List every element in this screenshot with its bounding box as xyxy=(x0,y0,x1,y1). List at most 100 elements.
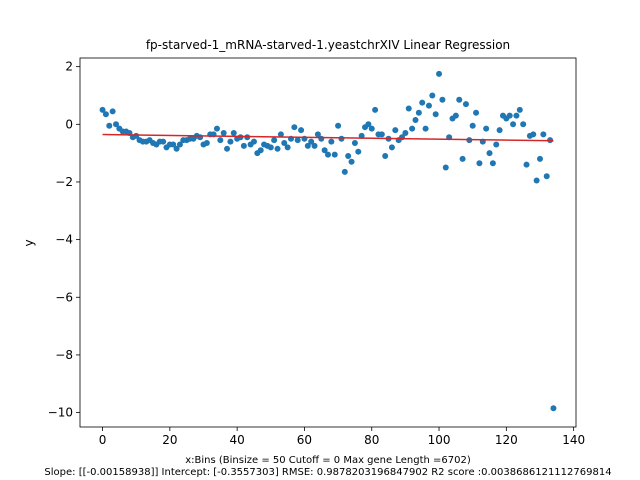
data-point xyxy=(173,145,180,152)
data-point xyxy=(321,147,328,154)
y-tick-label: −4 xyxy=(55,233,73,247)
data-point xyxy=(224,145,231,152)
plot-frame xyxy=(79,57,577,428)
data-point xyxy=(176,141,183,148)
data-point xyxy=(274,145,281,152)
data-point xyxy=(452,112,459,119)
data-point xyxy=(257,147,264,154)
data-point xyxy=(102,111,109,118)
y-tick-label: −2 xyxy=(55,175,73,189)
data-point xyxy=(213,125,220,132)
data-point xyxy=(348,158,355,165)
data-point xyxy=(543,173,550,180)
data-point xyxy=(422,125,429,132)
data-point xyxy=(250,138,257,145)
data-point xyxy=(378,131,385,138)
data-point xyxy=(372,106,379,113)
y-tick-label: −6 xyxy=(55,290,73,304)
y-axis-label: y xyxy=(22,239,36,246)
data-point xyxy=(486,150,493,157)
y-tick-label: 0 xyxy=(65,117,73,131)
data-point xyxy=(298,127,305,134)
x-axis-ticks: 0 20 40 60 80 100 120 140 xyxy=(99,427,585,447)
data-point xyxy=(341,168,348,175)
data-point xyxy=(409,125,416,132)
data-point xyxy=(160,138,167,145)
data-point xyxy=(530,131,537,138)
data-point xyxy=(308,138,315,145)
data-point xyxy=(415,109,422,116)
data-point xyxy=(382,153,389,160)
data-point xyxy=(294,137,301,144)
data-point xyxy=(489,160,496,167)
regression-line xyxy=(102,133,554,142)
data-point xyxy=(402,129,409,136)
data-point xyxy=(109,108,116,115)
data-point xyxy=(513,112,520,119)
data-point xyxy=(170,141,177,148)
data-point xyxy=(392,127,399,134)
data-point xyxy=(523,161,530,168)
data-point xyxy=(325,151,331,158)
data-point xyxy=(351,140,358,147)
data-point xyxy=(388,144,395,151)
data-point xyxy=(267,144,274,151)
data-point xyxy=(203,140,210,147)
data-point xyxy=(217,137,224,144)
data-point xyxy=(456,96,463,103)
data-point xyxy=(284,144,291,151)
data-point xyxy=(355,148,362,155)
data-point xyxy=(429,92,436,99)
data-point xyxy=(476,160,483,167)
x-tick-label: 100 xyxy=(428,433,451,447)
data-point xyxy=(405,105,412,112)
data-point xyxy=(462,101,469,108)
data-point xyxy=(516,106,523,113)
data-point xyxy=(419,99,426,106)
data-point xyxy=(550,405,557,412)
data-point xyxy=(237,134,244,141)
data-point xyxy=(439,96,446,103)
data-point xyxy=(506,112,513,119)
data-point xyxy=(227,138,234,145)
data-point xyxy=(106,122,113,129)
data-point xyxy=(483,125,490,132)
data-point xyxy=(291,124,298,131)
y-tick-label: 2 xyxy=(65,60,73,74)
x-tick-label: 20 xyxy=(162,433,177,447)
chart-title: fp-starved-1_mRNA-starved-1.yeastchrXIV … xyxy=(146,38,510,52)
data-point xyxy=(304,142,311,149)
data-point xyxy=(314,131,321,138)
data-point xyxy=(442,164,449,171)
data-point xyxy=(540,131,547,138)
data-point xyxy=(436,70,443,77)
x-tick-label: 40 xyxy=(230,433,245,447)
x-tick-label: 140 xyxy=(562,433,585,447)
x-tick-label: 80 xyxy=(364,433,379,447)
y-tick-label: −8 xyxy=(55,348,73,362)
x-tick-label: 60 xyxy=(297,433,312,447)
data-point xyxy=(365,121,372,128)
data-point xyxy=(113,121,120,128)
data-point xyxy=(496,127,503,134)
data-point xyxy=(311,142,318,149)
data-point xyxy=(338,135,345,142)
data-point xyxy=(335,122,342,129)
x-tick-label: 120 xyxy=(495,433,518,447)
data-point xyxy=(281,140,288,147)
data-point xyxy=(271,137,278,144)
y-tick-label: −10 xyxy=(48,406,73,420)
y-axis-ticks: 2 0 −2 −4 −6 −8 −10 xyxy=(48,60,80,420)
data-point xyxy=(473,109,480,116)
data-point xyxy=(220,129,227,136)
x-axis-label-line-1: x:Bins (Binsize = 50 Cutoff = 0 Max gene… xyxy=(185,455,471,466)
data-point xyxy=(412,116,419,123)
data-point xyxy=(368,125,375,132)
plot-area xyxy=(99,70,557,412)
data-point xyxy=(536,155,543,162)
data-point xyxy=(240,142,247,149)
data-point xyxy=(318,135,325,142)
data-point xyxy=(533,177,540,184)
